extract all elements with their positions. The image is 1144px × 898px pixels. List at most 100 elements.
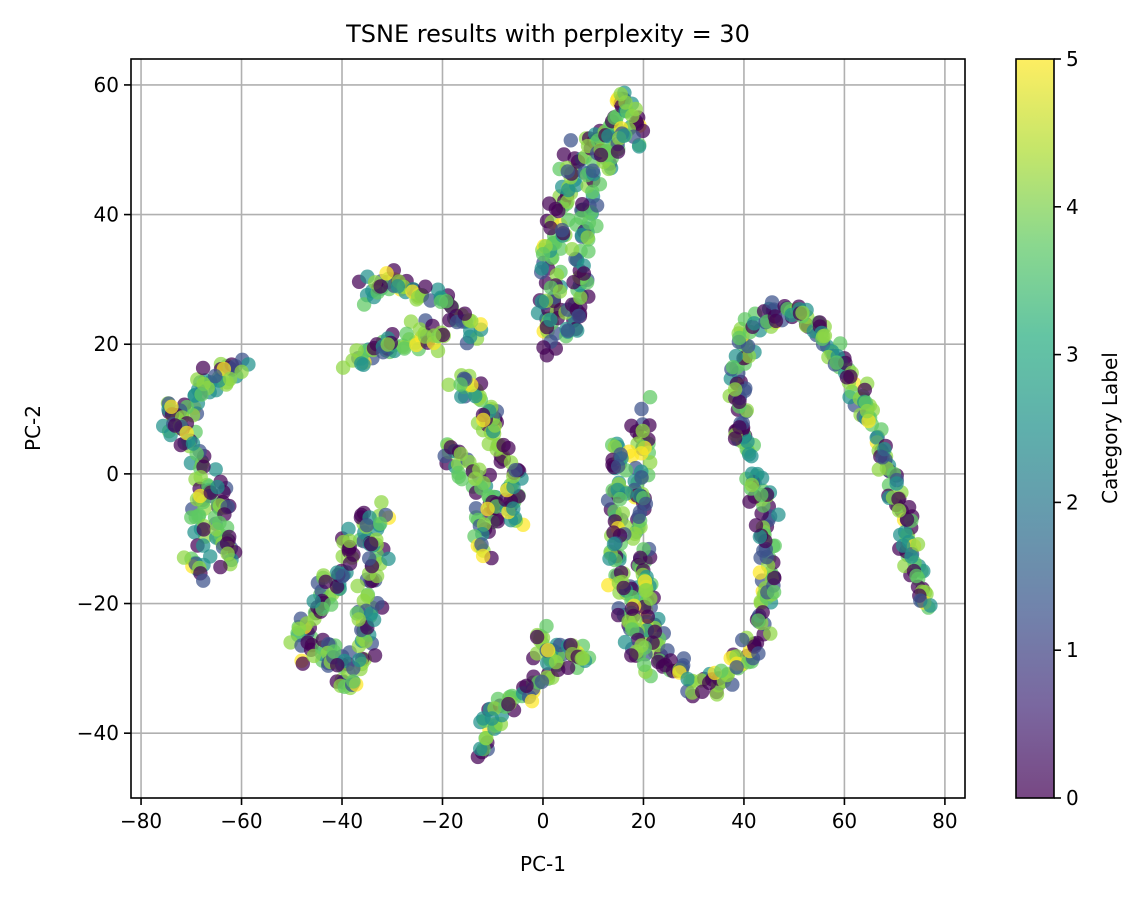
data-point bbox=[506, 479, 521, 495]
data-point bbox=[895, 538, 911, 553]
data-point bbox=[875, 450, 890, 465]
data-point bbox=[496, 437, 511, 453]
data-point bbox=[617, 634, 633, 650]
data-point bbox=[330, 658, 345, 673]
data-point bbox=[410, 290, 426, 305]
data-point bbox=[638, 496, 654, 512]
data-point bbox=[576, 266, 592, 281]
data-point bbox=[602, 551, 617, 566]
data-point bbox=[635, 423, 650, 439]
data-point bbox=[634, 446, 649, 461]
data-point bbox=[759, 549, 774, 565]
data-point bbox=[210, 479, 225, 495]
data-point bbox=[771, 507, 786, 522]
data-point bbox=[360, 588, 375, 604]
data-point bbox=[613, 447, 628, 462]
data-point bbox=[839, 370, 855, 385]
data-point bbox=[454, 389, 469, 404]
data-point bbox=[740, 434, 755, 449]
colorbar-ticks: 0 1 2 3 4 5 bbox=[1054, 47, 1079, 810]
x-tick-label: 0 bbox=[537, 809, 550, 833]
data-point bbox=[306, 594, 321, 609]
y-tick-label: −20 bbox=[77, 592, 119, 616]
x-tick-label: −80 bbox=[120, 809, 162, 833]
data-point bbox=[212, 515, 227, 531]
plot-frame bbox=[130, 58, 966, 799]
data-point bbox=[479, 731, 494, 746]
data-point bbox=[727, 382, 743, 397]
data-point bbox=[173, 437, 188, 453]
data-point bbox=[564, 242, 580, 257]
data-point bbox=[508, 463, 523, 478]
data-point bbox=[342, 556, 358, 571]
data-point bbox=[457, 306, 472, 321]
data-point bbox=[176, 550, 192, 565]
data-point bbox=[474, 537, 489, 552]
data-point bbox=[624, 648, 639, 663]
data-point bbox=[381, 551, 396, 566]
data-point bbox=[354, 356, 369, 371]
data-point bbox=[616, 580, 631, 596]
data-point bbox=[729, 660, 744, 675]
data-point bbox=[291, 621, 307, 636]
data-point bbox=[362, 551, 377, 566]
data-point bbox=[501, 696, 516, 712]
data-point bbox=[548, 201, 563, 217]
x-tick-label: 40 bbox=[731, 809, 756, 833]
data-point bbox=[637, 657, 652, 672]
data-point bbox=[535, 247, 551, 262]
data-point bbox=[283, 635, 298, 650]
data-point bbox=[552, 284, 568, 299]
data-point bbox=[606, 536, 622, 552]
data-point bbox=[751, 646, 766, 661]
data-point bbox=[829, 355, 844, 370]
colorbar-tick-label: 1 bbox=[1066, 638, 1079, 662]
data-point bbox=[593, 147, 609, 163]
data-point bbox=[366, 612, 382, 627]
data-point bbox=[634, 470, 649, 485]
data-point bbox=[647, 624, 663, 639]
data-point bbox=[326, 644, 342, 659]
data-point bbox=[643, 455, 658, 470]
data-point bbox=[350, 578, 365, 594]
data-point bbox=[795, 305, 810, 320]
data-point bbox=[575, 197, 590, 212]
data-point bbox=[732, 420, 747, 435]
data-point bbox=[817, 328, 833, 343]
grid-lines bbox=[131, 59, 965, 798]
data-point bbox=[625, 622, 640, 637]
data-point bbox=[356, 297, 372, 312]
x-tick-label: −40 bbox=[321, 809, 363, 833]
data-point bbox=[768, 313, 784, 329]
y-tick-label: 40 bbox=[94, 203, 119, 227]
data-point bbox=[167, 418, 183, 433]
data-point bbox=[524, 694, 540, 709]
data-points bbox=[156, 85, 938, 765]
data-point bbox=[744, 466, 760, 481]
data-point bbox=[728, 348, 744, 364]
data-point bbox=[352, 652, 367, 668]
data-point bbox=[364, 536, 379, 552]
data-point bbox=[179, 425, 194, 441]
data-point bbox=[234, 364, 249, 379]
colorbar-tick-label: 3 bbox=[1066, 343, 1079, 367]
data-point bbox=[607, 110, 622, 125]
data-point bbox=[468, 501, 484, 516]
data-point bbox=[611, 607, 626, 623]
data-point bbox=[585, 163, 601, 178]
data-point bbox=[213, 559, 228, 575]
data-point bbox=[349, 343, 364, 358]
data-point bbox=[732, 330, 747, 346]
data-point bbox=[891, 503, 907, 518]
data-point bbox=[540, 643, 556, 658]
data-point bbox=[335, 568, 350, 584]
x-tick-label: 60 bbox=[832, 809, 857, 833]
data-point bbox=[329, 579, 345, 594]
data-point bbox=[554, 222, 570, 238]
data-point bbox=[560, 660, 576, 675]
data-point bbox=[358, 634, 373, 649]
data-point bbox=[560, 323, 576, 338]
data-point bbox=[575, 650, 591, 666]
x-tick-label: −60 bbox=[220, 809, 262, 833]
